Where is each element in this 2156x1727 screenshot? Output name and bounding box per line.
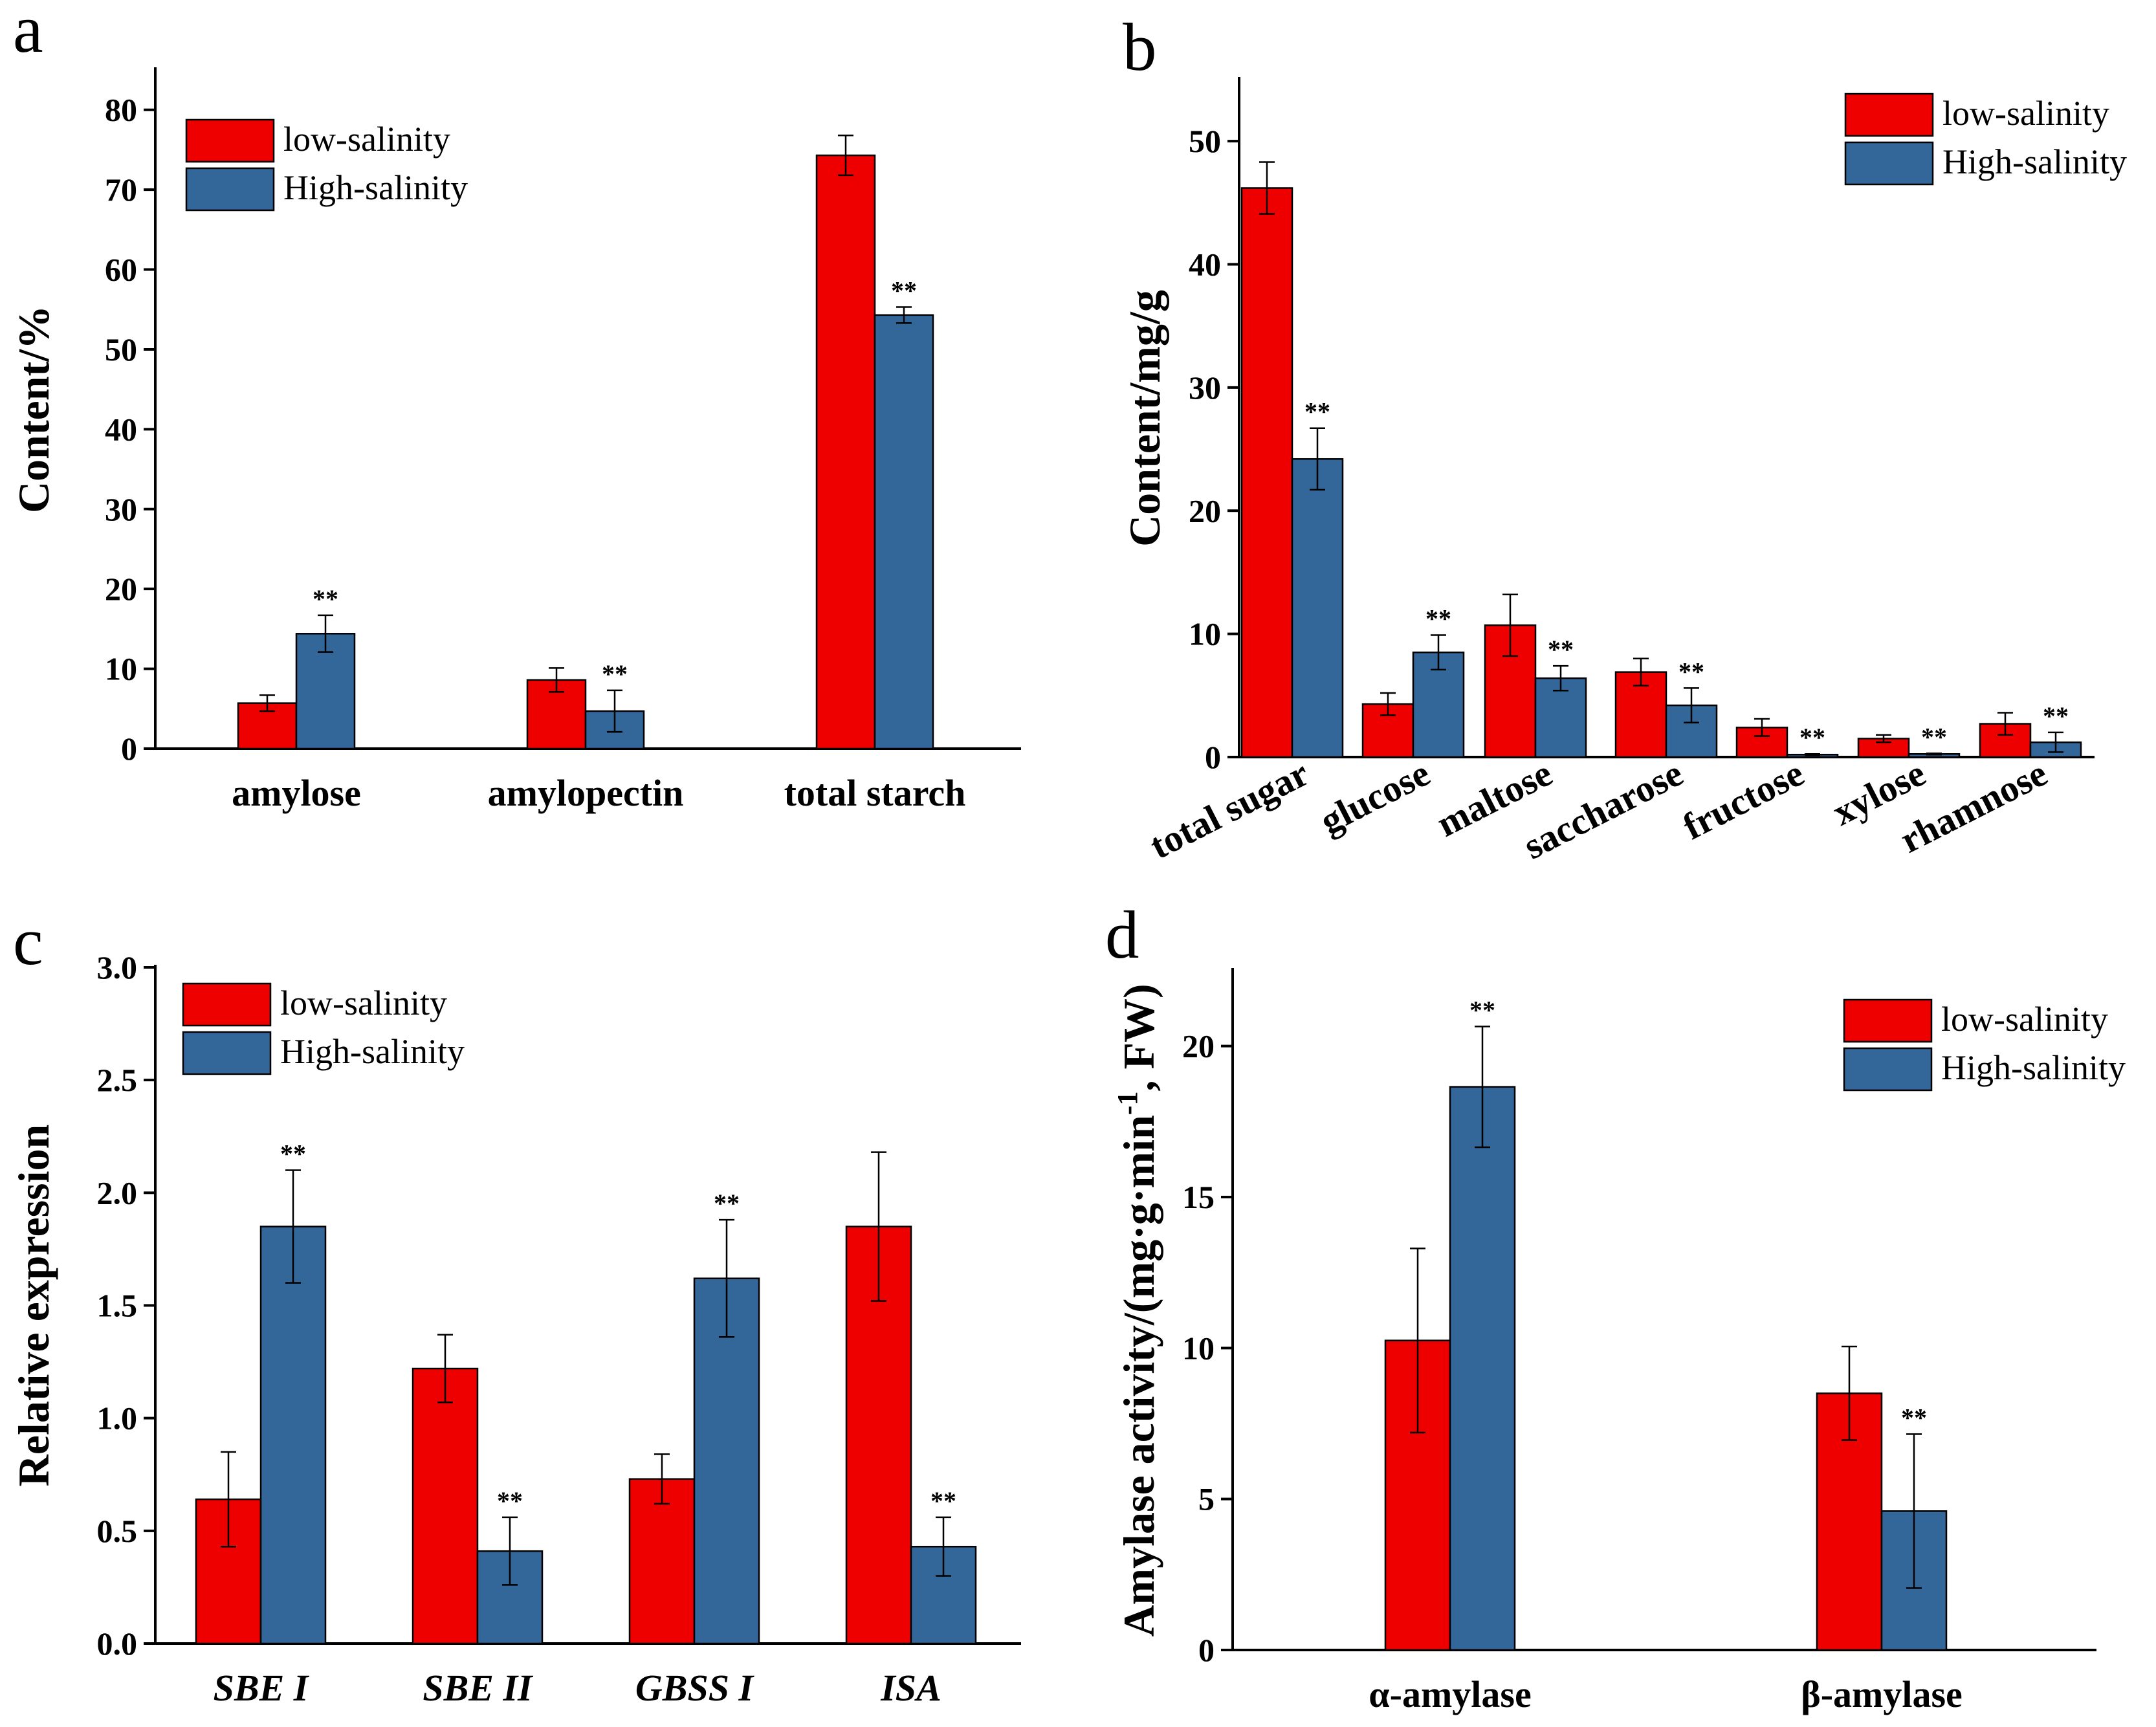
x-tick-label: amylose: [232, 772, 361, 814]
x-tick-label: glucose: [1314, 752, 1436, 842]
significance-marker: **: [1901, 1403, 1927, 1432]
legend-swatch-low: [185, 118, 275, 163]
bar-low: [412, 1367, 479, 1645]
y-tick-label: 0: [1198, 1632, 1215, 1668]
y-axis-title: Content/mg/g: [1120, 290, 1169, 547]
x-tick-label: fructose: [1676, 752, 1810, 848]
significance-marker: **: [602, 659, 628, 688]
y-tick-label: 2.0: [97, 1174, 138, 1211]
y-tick-label: 0: [1205, 739, 1221, 775]
y-tick-label: 40: [105, 411, 137, 447]
significance-marker: **: [497, 1486, 523, 1515]
significance-marker: **: [1548, 635, 1574, 664]
panel-c: c 0.0 0.5 1.0 1.5 2.0 2.5 3.0 Relative expressio…: [9, 903, 1021, 1709]
y-tick-label: 10: [1189, 616, 1221, 652]
legend-swatch-high: [182, 1031, 272, 1075]
panel-label: b: [1123, 9, 1157, 85]
y-tick-label: 60: [105, 252, 137, 288]
y-axis-title: Relative expression: [9, 1125, 58, 1487]
y-tick-label: 50: [1189, 123, 1221, 159]
legend-label: High-salinity: [1942, 142, 2127, 181]
significance-marker: **: [1304, 397, 1330, 426]
y-tick-label: 70: [105, 171, 137, 208]
significance-marker: **: [1425, 604, 1451, 633]
significance-marker: **: [714, 1189, 740, 1218]
y-tick-label: 3.0: [97, 949, 138, 985]
significance-marker: **: [2043, 701, 2069, 731]
legend-swatch-high: [185, 167, 275, 212]
panel-b: b 0 10 20 30 40 50 Content/mg/g total sugargluco…: [1120, 9, 2127, 867]
legend-swatch-low: [1844, 93, 1934, 137]
legend-label: High-salinity: [1941, 1048, 2126, 1087]
bar-high: [259, 1226, 327, 1645]
bar-high: [1449, 1086, 1516, 1651]
y-axis-title-sup: -1: [1112, 1092, 1143, 1116]
x-tick-label: β-amylase: [1801, 1673, 1963, 1715]
y-tick-label: 20: [105, 571, 137, 607]
legend-swatch-low: [182, 982, 272, 1027]
y-tick-label: 5: [1198, 1481, 1215, 1517]
x-tick-label: SBE II: [423, 1667, 534, 1709]
x-tick-label: total sugar: [1143, 752, 1315, 868]
y-axis-title-main: Amylase activity/(mg·g·min: [1114, 1115, 1163, 1636]
y-tick-label: 0: [121, 731, 137, 767]
legend-label: low-salinity: [280, 984, 447, 1022]
significance-marker: **: [313, 584, 338, 613]
legend-swatch-high: [1844, 141, 1934, 186]
significance-marker: **: [1799, 723, 1825, 752]
x-tick-label: ISA: [880, 1667, 941, 1709]
y-tick-label: 0.5: [97, 1513, 138, 1549]
y-tick-label: 20: [1182, 1028, 1215, 1064]
y-tick-label: 10: [105, 651, 137, 687]
x-tick-label: α-amylase: [1369, 1673, 1531, 1715]
y-tick-label: 15: [1182, 1179, 1215, 1215]
panel-d: d 0 5 10 15 20 Amylase activity/(mg·g·min-1, F…: [1105, 897, 2126, 1715]
x-tick-label: amylopectin: [488, 772, 684, 814]
y-tick-label: 30: [1189, 369, 1221, 406]
significance-marker: **: [891, 276, 917, 305]
significance-marker: **: [280, 1139, 306, 1169]
bar-high: [1291, 458, 1344, 758]
legend-label: low-salinity: [283, 120, 450, 159]
bar-low: [815, 154, 876, 750]
legend-label: low-salinity: [1941, 1000, 2108, 1039]
bar-high: [874, 314, 934, 750]
x-tick-label: SBE I: [214, 1667, 310, 1709]
panel-label: c: [13, 903, 43, 979]
significance-marker: **: [930, 1486, 956, 1515]
panel-label: a: [13, 0, 43, 67]
legend-swatch-high: [1843, 1047, 1933, 1092]
significance-marker: **: [1469, 995, 1495, 1024]
legend-label: High-salinity: [280, 1032, 465, 1071]
bar-high: [1534, 677, 1587, 758]
y-axis-title: Amylase activity/(mg·g·min-1, FW): [1112, 984, 1163, 1636]
y-axis-title-tail: , FW): [1114, 984, 1163, 1091]
y-tick-label: 80: [105, 92, 137, 128]
legend-label: High-salinity: [283, 168, 468, 207]
y-tick-label: 2.5: [97, 1062, 138, 1098]
panel-a: a 0 10 20 30 40 50 60 70 80 Content/% amylose amylop…: [9, 0, 1021, 814]
bar-high: [693, 1277, 760, 1645]
y-tick-label: 0.0: [97, 1625, 138, 1662]
y-tick-label: 30: [105, 491, 137, 527]
y-tick-label: 10: [1182, 1330, 1215, 1366]
y-tick-label: 1.5: [97, 1288, 138, 1324]
bar-low: [1240, 187, 1293, 758]
x-tick-label: GBSS I: [635, 1667, 755, 1709]
y-tick-label: 50: [105, 331, 137, 368]
significance-marker: **: [1678, 657, 1704, 686]
y-tick-label: 40: [1189, 247, 1221, 283]
y-tick-label: 20: [1189, 492, 1221, 529]
significance-marker: **: [1921, 722, 1947, 751]
bar-low: [628, 1478, 696, 1645]
panel-label: d: [1105, 897, 1139, 973]
legend-label: low-salinity: [1942, 94, 2109, 133]
y-tick-label: 1.0: [97, 1400, 138, 1436]
y-axis-title: Content/%: [9, 305, 58, 513]
x-tick-label: total starch: [784, 772, 966, 814]
legend-swatch-low: [1843, 998, 1933, 1043]
